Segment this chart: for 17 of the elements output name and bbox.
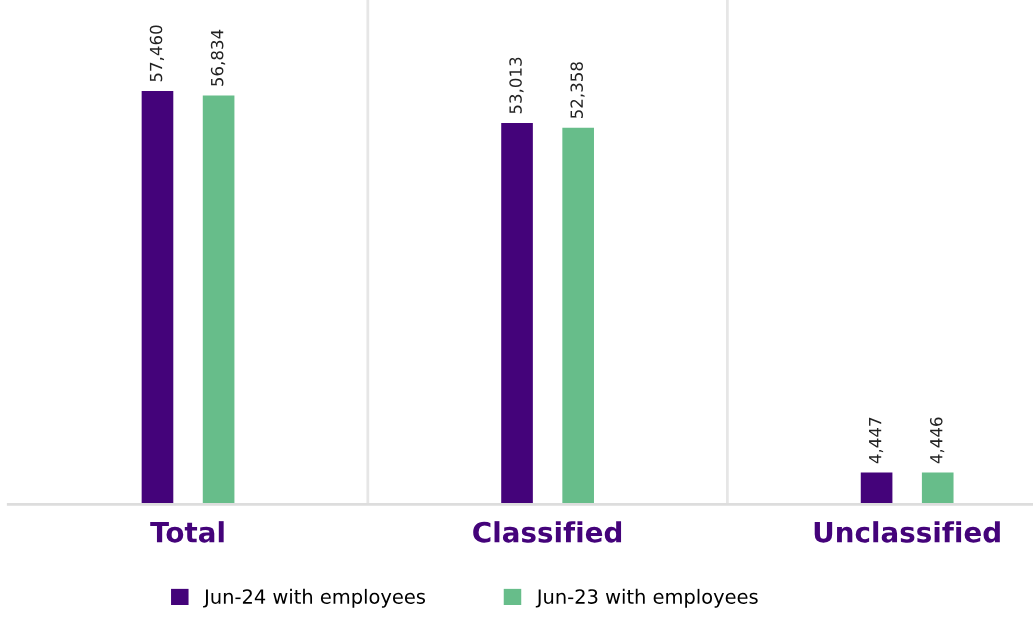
- bar: [501, 122, 533, 505]
- bar: [860, 472, 893, 505]
- data-label: 52,358: [570, 62, 585, 119]
- data-label: 53,013: [509, 57, 524, 114]
- data-label: 57,460: [149, 25, 165, 82]
- data-label: 4,446: [929, 417, 945, 464]
- x-tick-label: Unclassified: [814, 521, 1000, 543]
- x-tick-label: Classified: [473, 521, 622, 543]
- bar: [202, 95, 235, 505]
- data-label: 4,447: [869, 417, 884, 464]
- legend-label: Jun-23 with employees: [535, 588, 758, 608]
- bar: [921, 472, 954, 505]
- data-label: 56,834: [210, 29, 226, 86]
- bar: [141, 90, 174, 505]
- legend-label: Jun-24 with employees: [203, 588, 426, 608]
- x-tick-label: Total: [150, 521, 224, 543]
- bar: [562, 127, 594, 505]
